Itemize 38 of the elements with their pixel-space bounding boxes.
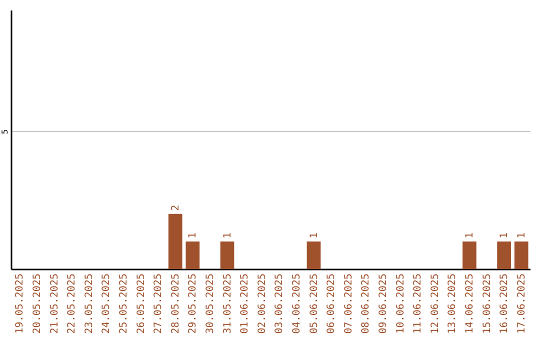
data-label: 1 <box>188 232 199 238</box>
x-tick-label: 06.06.2025 <box>326 274 338 334</box>
x-tick-label: 09.06.2025 <box>378 274 389 334</box>
x-tick-label: 01.06.2025 <box>240 274 251 334</box>
x-tick-label: 03.06.2025 <box>274 274 286 334</box>
x-tick-label: 28.05.2025 <box>170 274 182 334</box>
x-tick-label: 10.06.2025 <box>395 274 406 334</box>
x-tick-label: 11.06.2025 <box>412 274 424 334</box>
x-tick-label: 15.06.2025 <box>482 274 493 334</box>
x-tick-label: 31.05.2025 <box>222 274 234 334</box>
x-tick-label: 24.05.2025 <box>101 274 112 334</box>
x-tick-label: 05.06.2025 <box>308 274 320 334</box>
x-tick-label: 16.06.2025 <box>499 274 510 334</box>
data-label: 1 <box>499 232 510 238</box>
x-tick-label: 21.05.2025 <box>49 274 60 334</box>
data-label: 1 <box>516 232 528 238</box>
x-tick-label: 25.05.2025 <box>118 274 130 334</box>
data-label: 1 <box>222 232 234 238</box>
x-tick-label: 22.05.2025 <box>66 274 78 334</box>
x-tick-label: 23.05.2025 <box>84 274 95 334</box>
x-tick-label: 20.05.2025 <box>32 274 43 334</box>
y-tick-label: 5 <box>0 129 10 134</box>
x-tick-label: 27.05.2025 <box>153 274 164 334</box>
x-tick-label: 14.06.2025 <box>464 274 476 334</box>
data-label: 2 <box>170 204 182 211</box>
x-tick-label: 13.06.2025 <box>447 274 458 334</box>
x-tick-label: 29.05.2025 <box>188 274 199 334</box>
data-label: 1 <box>308 232 320 238</box>
x-tick-label: 30.05.2025 <box>204 274 216 334</box>
x-tick-label: 07.06.2025 <box>343 274 354 334</box>
x-tick-label: 04.06.2025 <box>291 274 302 334</box>
x-tick-label: 08.06.2025 <box>360 274 372 334</box>
x-tick-label: 17.06.2025 <box>516 274 528 334</box>
x-tick-label: 19.05.2025 <box>14 274 26 334</box>
x-tick-label: 12.06.2025 <box>430 274 441 334</box>
x-tick-label: 02.06.2025 <box>256 274 268 334</box>
x-tick-label: 26.05.2025 <box>136 274 147 334</box>
data-label: 1 <box>464 232 476 238</box>
